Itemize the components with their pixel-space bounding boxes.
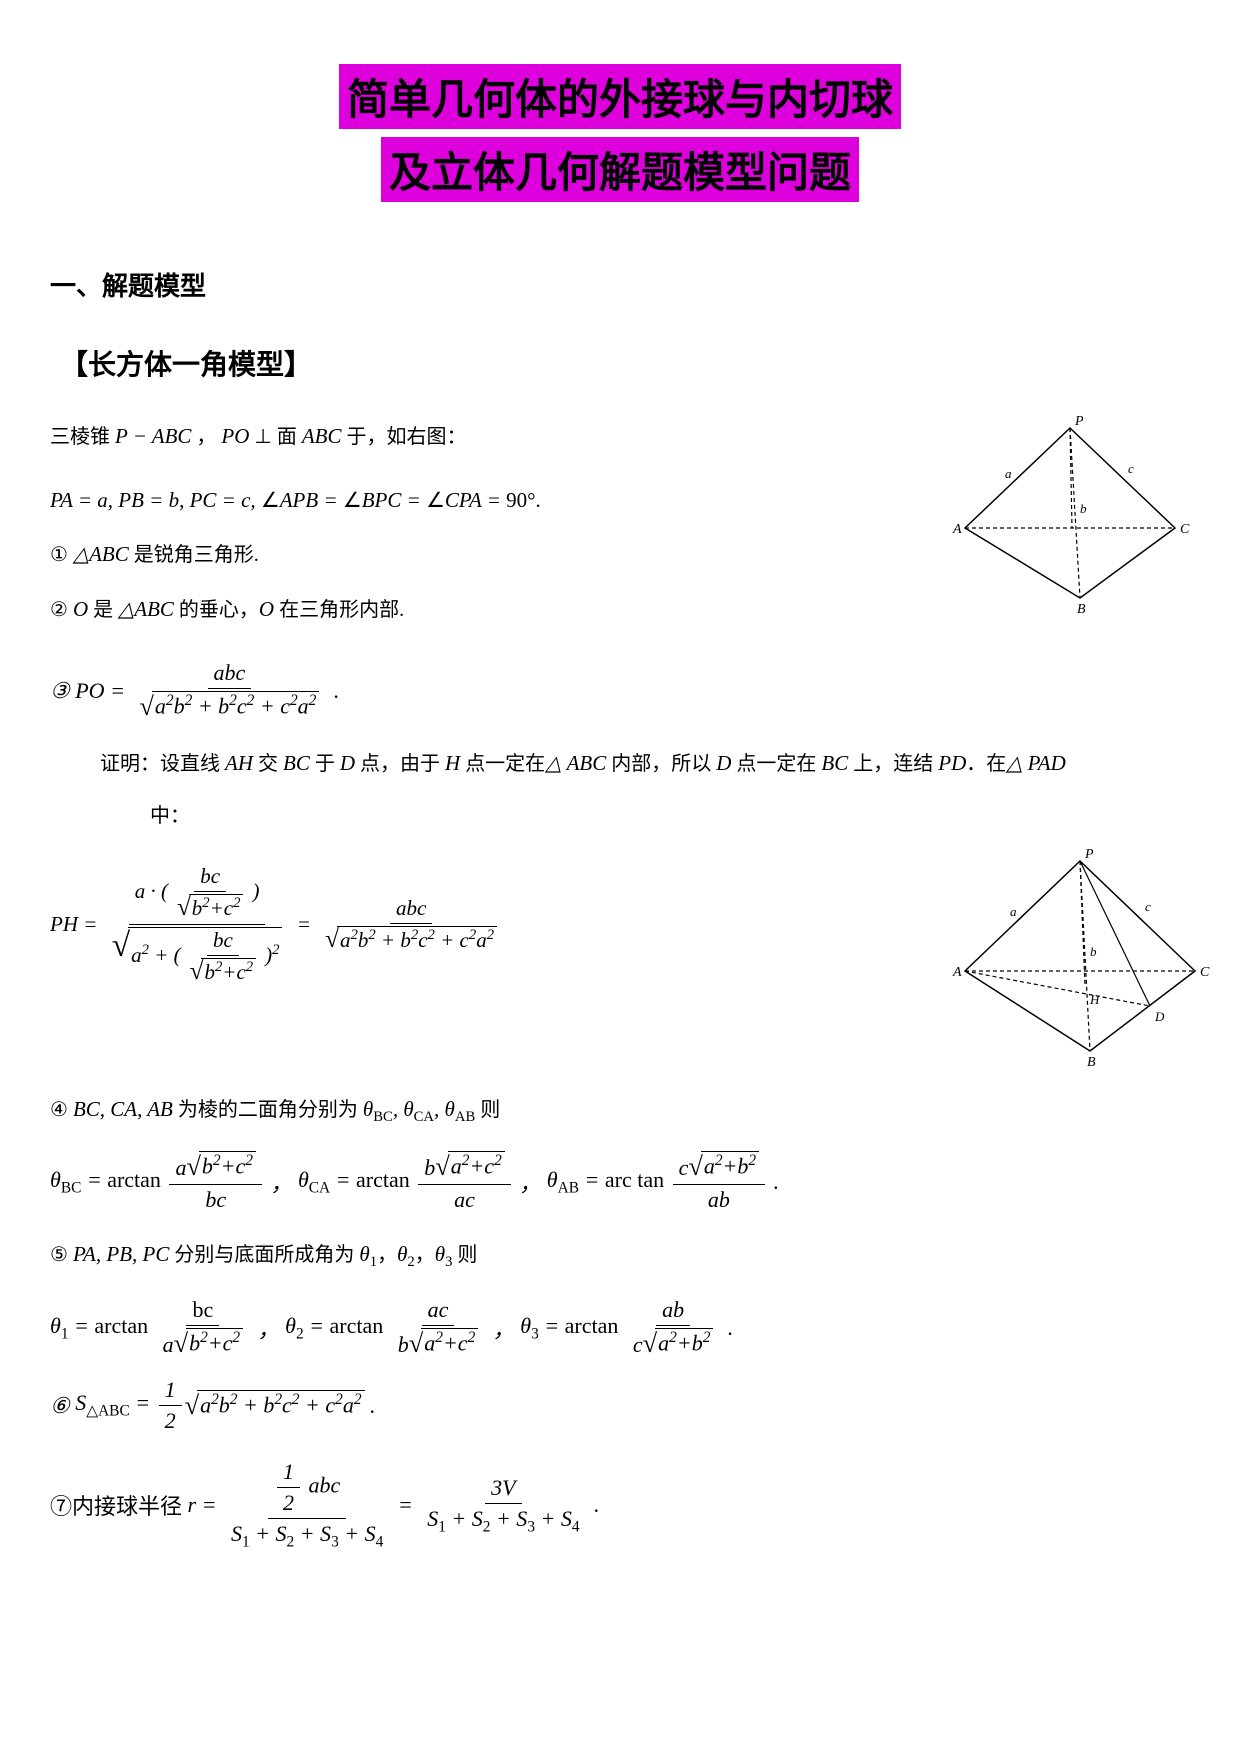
section-heading: 一、解题模型	[50, 266, 1190, 303]
intro-row: 三棱锥 P − ABC ， PO ⊥ 面 ABC 于，如右图： PA = a, …	[50, 413, 1190, 640]
title-line-1: 简单几何体的外接球与内切球	[339, 64, 901, 129]
svg-text:b: b	[1080, 501, 1087, 516]
proof-line1: 证明：设直线 AH 交 BC 于 D 点，由于 H 点一定在△ ABC 内部，所…	[50, 740, 1190, 786]
tetrahedron-figure-1: P A B C a b c	[950, 413, 1190, 613]
svg-text:P: P	[1084, 847, 1094, 862]
svg-text:a: a	[1005, 466, 1012, 481]
figure1-col: P A B C a b c	[930, 413, 1190, 613]
svg-text:a: a	[1010, 904, 1017, 919]
item5-formula: θ1 = arctan bc a√b2+c2 ， θ2 = arctan ac …	[50, 1297, 1190, 1359]
item7-formula: ⑦内接球半径 r = 12 abc S1 + S2 + S3 + S4 = 3V…	[50, 1459, 1190, 1551]
svg-text:B: B	[1087, 1055, 1096, 1066]
svg-text:P: P	[1074, 414, 1084, 429]
svg-text:C: C	[1180, 522, 1190, 537]
item2: ② O 是 △ABC 的垂心，O 在三角形内部.	[50, 586, 930, 632]
svg-text:H: H	[1089, 992, 1100, 1007]
svg-text:A: A	[952, 965, 962, 980]
item6-formula: ⑥ S△ABC = 1 2 √a2b2 + b2c2 + c2a2 .	[50, 1377, 1190, 1434]
item4-text: ④ BC, CA, AB 为棱的二面角分别为 θBC, θCA, θAB 则	[50, 1086, 1190, 1134]
ph-formula-col: PH = a · (bc√b2+c2) √a2 + (bc√b2+c2)2 = …	[50, 846, 930, 1004]
tetrahedron-figure-2: P A B C H D a b c	[950, 846, 1210, 1066]
svg-text:c: c	[1145, 899, 1151, 914]
ph-row: PH = a · (bc√b2+c2) √a2 + (bc√b2+c2)2 = …	[50, 846, 1190, 1066]
svg-text:b: b	[1090, 944, 1097, 959]
title-line-2: 及立体几何解题模型问题	[381, 137, 859, 202]
svg-text:A: A	[952, 522, 962, 537]
svg-text:D: D	[1154, 1009, 1165, 1024]
item5-text: ⑤ PA, PB, PC 分别与底面所成角为 θ1，θ2，θ3 则	[50, 1231, 1190, 1279]
ph-formula: PH = a · (bc√b2+c2) √a2 + (bc√b2+c2)2 = …	[50, 864, 930, 986]
item4-formula: θBC = arctan a√b2+c2 bc ， θCA = arctan b…	[50, 1151, 1190, 1213]
item1: ① △ABC 是锐角三角形.	[50, 531, 930, 577]
intro-text-col: 三棱锥 P − ABC ， PO ⊥ 面 ABC 于，如右图： PA = a, …	[50, 413, 930, 640]
intro-para: 三棱锥 P − ABC ， PO ⊥ 面 ABC 于，如右图：	[50, 413, 930, 459]
title-block: 简单几何体的外接球与内切球 及立体几何解题模型问题	[50, 60, 1190, 206]
figure2-col: P A B C H D a b c	[930, 846, 1190, 1066]
svg-text:B: B	[1077, 602, 1086, 613]
sub-heading: 【长方体一角模型】	[60, 343, 1190, 383]
svg-text:c: c	[1128, 461, 1134, 476]
given-para: PA = a, PB = b, PC = c, ∠APB = ∠BPC = ∠C…	[50, 477, 930, 523]
svg-text:C: C	[1200, 965, 1210, 980]
proof-line2: 中：	[50, 794, 1190, 838]
item3-formula: ③ PO = abc √a2b2 + b2c2 + c2a2 .	[50, 660, 1190, 722]
